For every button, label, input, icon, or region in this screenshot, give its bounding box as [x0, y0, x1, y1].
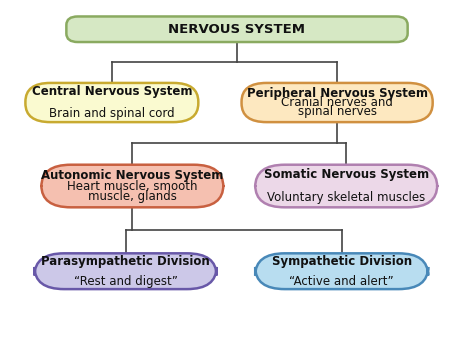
- Text: Parasympathetic Division: Parasympathetic Division: [41, 255, 210, 268]
- Text: spinal nerves: spinal nerves: [298, 105, 377, 119]
- Text: NERVOUS SYSTEM: NERVOUS SYSTEM: [168, 23, 306, 36]
- Text: Peripheral Nervous System: Peripheral Nervous System: [246, 87, 428, 100]
- FancyBboxPatch shape: [242, 83, 433, 122]
- Text: Central Nervous System: Central Nervous System: [32, 85, 192, 98]
- Text: Voluntary skeletal muscles: Voluntary skeletal muscles: [267, 191, 425, 204]
- Text: Autonomic Nervous System: Autonomic Nervous System: [41, 169, 224, 182]
- Text: Somatic Nervous System: Somatic Nervous System: [264, 168, 429, 181]
- FancyBboxPatch shape: [255, 165, 437, 207]
- Text: muscle, glands: muscle, glands: [88, 190, 177, 203]
- Text: Heart muscle, smooth: Heart muscle, smooth: [67, 180, 198, 192]
- Text: “Active and alert”: “Active and alert”: [289, 275, 394, 288]
- Text: Brain and spinal cord: Brain and spinal cord: [49, 107, 175, 120]
- FancyBboxPatch shape: [26, 83, 198, 122]
- FancyBboxPatch shape: [41, 165, 223, 207]
- FancyBboxPatch shape: [35, 253, 217, 289]
- FancyBboxPatch shape: [255, 253, 428, 289]
- Text: Cranial nerves and: Cranial nerves and: [281, 96, 393, 109]
- Text: “Rest and digest”: “Rest and digest”: [73, 275, 177, 288]
- FancyBboxPatch shape: [66, 16, 408, 42]
- Text: Sympathetic Division: Sympathetic Division: [272, 255, 412, 268]
